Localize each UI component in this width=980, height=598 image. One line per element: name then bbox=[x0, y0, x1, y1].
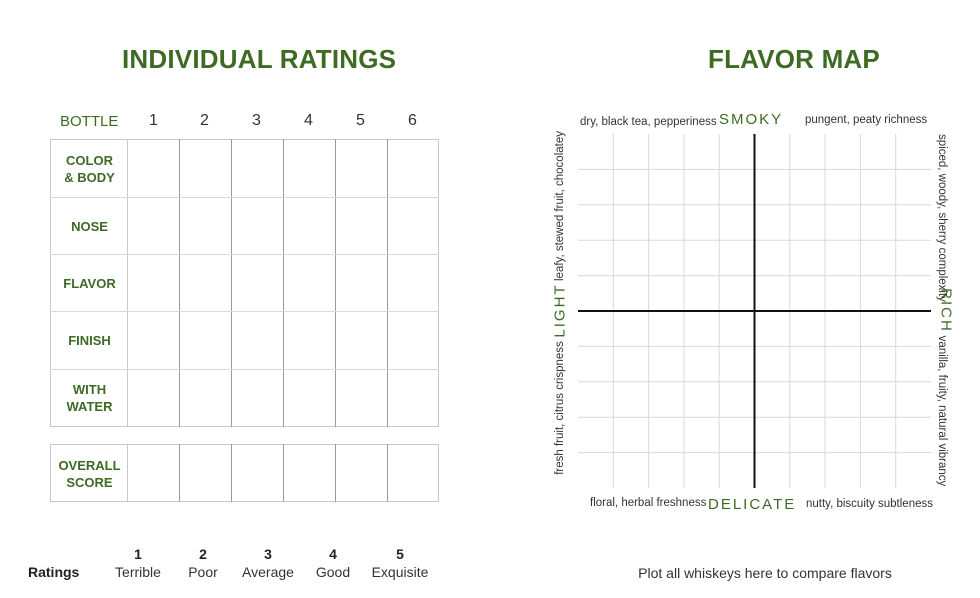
grid-line bbox=[283, 444, 284, 502]
grid-line bbox=[50, 369, 439, 370]
row-label-finish: FINISH bbox=[68, 333, 111, 348]
legend-number: 2 bbox=[199, 546, 207, 562]
legend-text: Poor bbox=[188, 564, 218, 580]
bottle-number: 3 bbox=[252, 112, 261, 129]
grid-line bbox=[179, 139, 180, 427]
legend-number: 4 bbox=[329, 546, 337, 562]
flavor-map-caption: Plot all whiskeys here to compare flavor… bbox=[638, 565, 892, 581]
descriptor-left-top: leafy, stewed fruit, chocolatey bbox=[554, 131, 566, 281]
bottle-number: 4 bbox=[304, 112, 313, 129]
legend-number: 3 bbox=[264, 546, 272, 562]
row-label-with-water: WITH WATER bbox=[66, 382, 113, 414]
axis-label-smoky: SMOKY bbox=[719, 111, 784, 128]
ratings-grid bbox=[50, 139, 439, 427]
legend-text: Terrible bbox=[115, 564, 161, 580]
descriptor-right-top: spiced, woody, sherry complexity bbox=[936, 134, 948, 302]
ratings-legend-label: Ratings bbox=[28, 564, 80, 580]
descriptor-bottom-left: floral, herbal freshness bbox=[590, 497, 707, 509]
grid-line bbox=[283, 139, 284, 427]
overall-score-grid bbox=[50, 444, 439, 502]
bottle-header: BOTTLE bbox=[60, 113, 119, 130]
grid-line bbox=[335, 139, 336, 427]
grid-line bbox=[231, 444, 232, 502]
row-label-color-body: COLOR & BODY bbox=[64, 153, 115, 185]
grid-line bbox=[179, 444, 180, 502]
grid-line bbox=[50, 197, 439, 198]
legend-text: Good bbox=[315, 564, 351, 580]
row-label-nose: NOSE bbox=[71, 219, 108, 234]
flavor-map-grid bbox=[578, 134, 931, 488]
bottle-number: 5 bbox=[356, 112, 365, 129]
descriptor-bottom-right: nutty, biscuity subtleness bbox=[806, 498, 933, 510]
descriptor-right-bottom: vanilla, fruity, natural vibrancy bbox=[936, 335, 948, 487]
grid-line bbox=[387, 139, 388, 427]
descriptor-top-right: pungent, peaty richness bbox=[805, 114, 928, 126]
bottle-number: 1 bbox=[149, 112, 158, 129]
row-label-overall-score: OVERALL SCORE bbox=[58, 458, 121, 490]
bottle-number: 2 bbox=[200, 112, 209, 129]
legend-text: Average bbox=[242, 564, 294, 580]
grid-line bbox=[387, 444, 388, 502]
grid-line bbox=[127, 444, 128, 502]
grid-line bbox=[50, 254, 439, 255]
axis-label-delicate: DELICATE bbox=[708, 496, 797, 513]
legend-number: 5 bbox=[396, 546, 404, 562]
flavor-map-title: FLAVOR MAP bbox=[708, 44, 880, 74]
grid-line bbox=[231, 139, 232, 427]
descriptor-left-bottom: fresh fruit, citrus crispness bbox=[554, 341, 566, 475]
bottle-number: 6 bbox=[408, 112, 417, 129]
ratings-title: INDIVIDUAL RATINGS bbox=[122, 44, 397, 74]
descriptor-top-left: dry, black tea, pepperiness bbox=[580, 116, 717, 128]
legend-text: Exquisite bbox=[371, 564, 429, 580]
grid-line bbox=[50, 311, 439, 312]
legend-number: 1 bbox=[134, 546, 142, 562]
grid-line bbox=[127, 139, 128, 427]
grid-line bbox=[335, 444, 336, 502]
row-label-flavor: FLAVOR bbox=[63, 276, 116, 291]
